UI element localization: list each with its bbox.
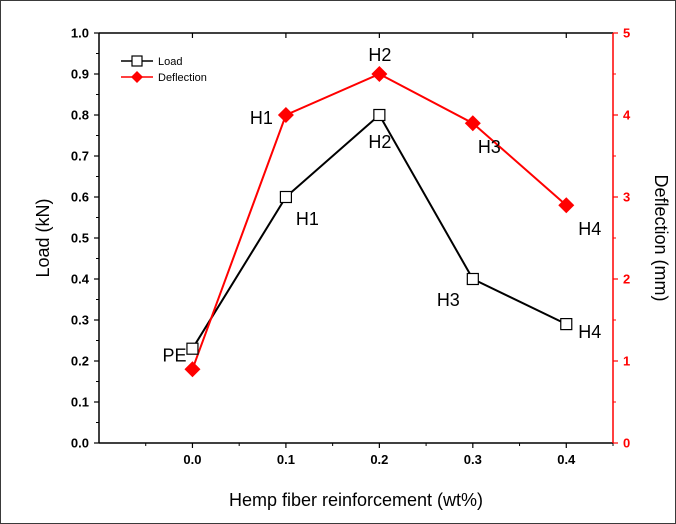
- x-tick-label: 0.2: [370, 452, 388, 467]
- load-point-marker: [279, 190, 293, 204]
- y-right-tick-label: 0: [623, 436, 630, 451]
- legend-load-marker: [131, 55, 143, 67]
- y-right-axis-title: Deflection (mm): [651, 174, 671, 301]
- y-left-tick-label: 0.5: [71, 231, 89, 246]
- y-left-tick-label: 0.2: [71, 354, 89, 369]
- y-left-tick-label: 0.3: [71, 313, 89, 328]
- legend-load-label: Load: [158, 56, 182, 68]
- x-tick-label: 0.3: [464, 452, 482, 467]
- y-right-tick-label: 1: [623, 354, 630, 369]
- x-tick-label: 0.0: [183, 452, 201, 467]
- deflection-point-label: H3: [478, 137, 501, 157]
- y-left-axis-title: Load (kN): [33, 198, 53, 277]
- deflection-point-marker: [184, 361, 201, 378]
- x-tick-label: 0.1: [277, 452, 295, 467]
- deflection-point-marker: [464, 115, 481, 132]
- load-point-marker: [186, 342, 199, 355]
- y-left-tick-label: 0.1: [71, 395, 89, 410]
- y-left-tick-label: 0.9: [71, 67, 89, 82]
- y-left-tick-label: 0.6: [71, 190, 89, 205]
- y-right-tick-label: 3: [623, 190, 630, 205]
- load-point-marker: [373, 108, 386, 122]
- deflection-point-marker: [277, 107, 294, 123]
- y-left-tick-label: 0.7: [71, 149, 89, 164]
- load-point-label: H2: [368, 132, 391, 152]
- y-left-tick-label: 1.0: [71, 26, 89, 41]
- legend-deflection-label: Deflection: [158, 72, 207, 84]
- load-point-marker: [466, 272, 479, 286]
- deflection-point-label: H2: [368, 45, 391, 65]
- x-axis-title: Hemp fiber reinforcement (wt%): [229, 490, 483, 510]
- load-point-label: H4: [578, 322, 601, 342]
- y-right-tick-label: 2: [623, 272, 630, 287]
- deflection-point-marker: [371, 66, 388, 82]
- deflection-point-label: H4: [578, 219, 601, 239]
- deflection-point-marker: [558, 197, 575, 214]
- load-point-label: H3: [437, 290, 460, 310]
- y-left-tick-label: 0.0: [71, 436, 89, 451]
- load-point-label: PE: [162, 346, 186, 366]
- y-right-tick-label: 5: [623, 26, 630, 41]
- x-tick-label: 0.4: [557, 452, 576, 467]
- legend-deflection-marker: [131, 71, 143, 83]
- deflection-point-label: H1: [250, 108, 273, 128]
- load-point-label: H1: [296, 209, 319, 229]
- y-left-tick-label: 0.8: [71, 108, 89, 123]
- y-left-tick-label: 0.4: [71, 272, 90, 287]
- y-right-tick-label: 4: [623, 108, 631, 123]
- load-point-marker: [560, 318, 573, 331]
